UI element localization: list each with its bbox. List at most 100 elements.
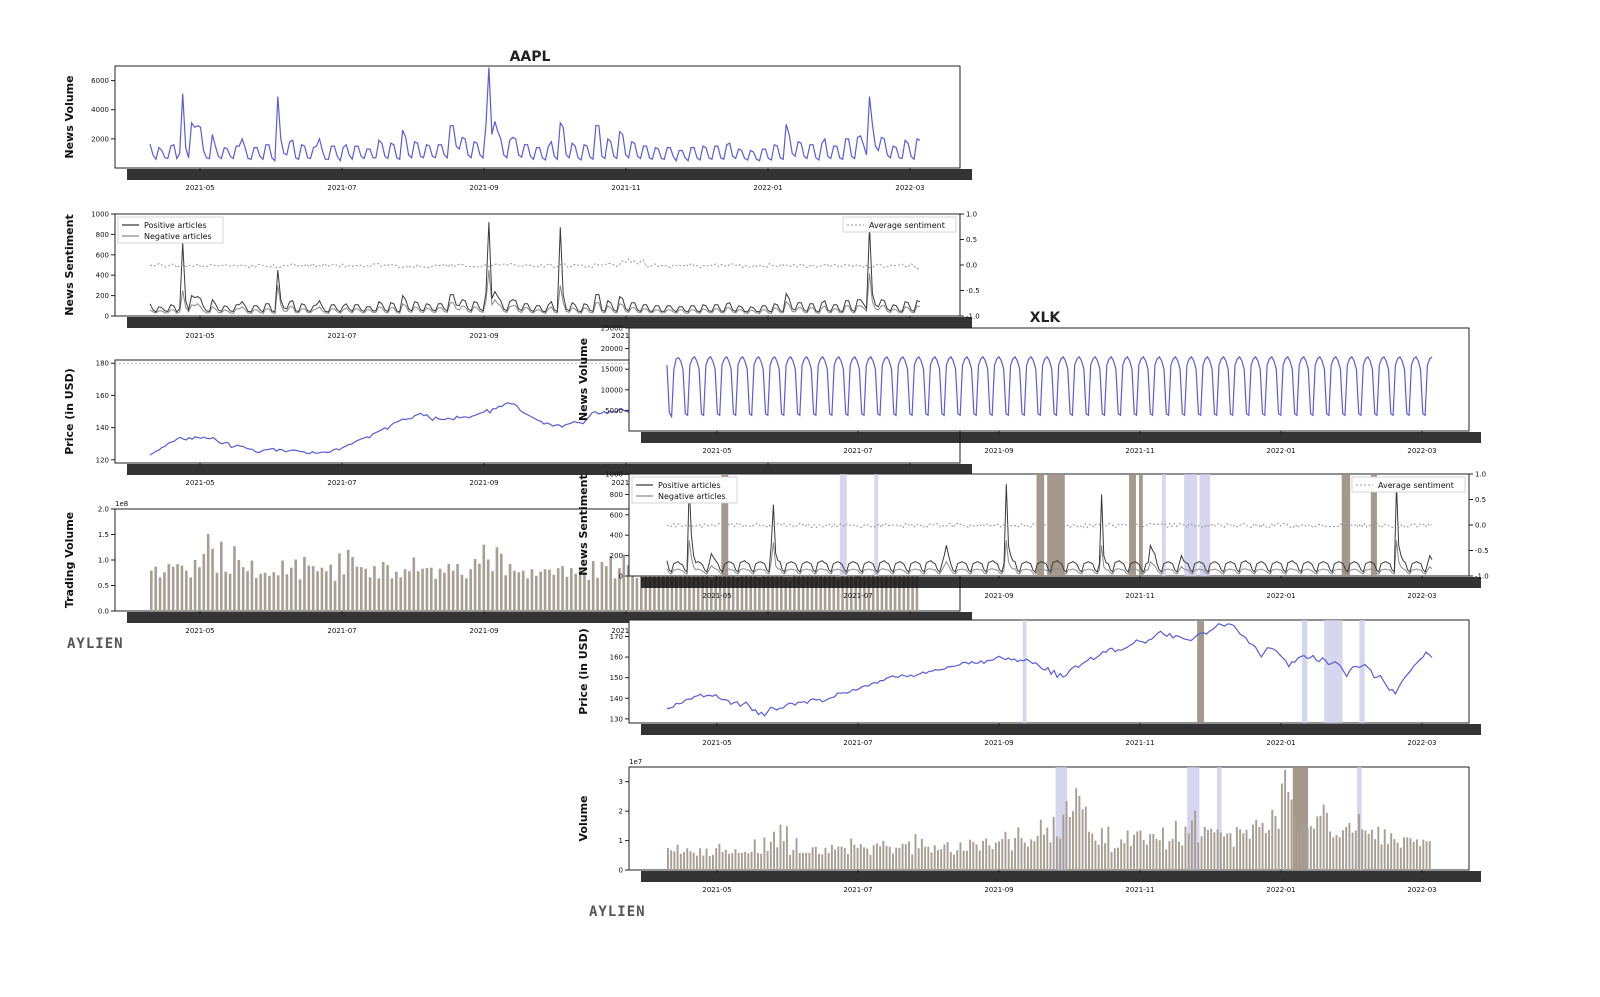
xlk-p4-bar (1001, 839, 1004, 870)
xlk-p4-bar (1107, 826, 1110, 870)
xlk-p4-bar (1065, 801, 1068, 870)
xlk-p3-xtick-label: 2021-11 (1125, 739, 1154, 747)
xlk-p4-bar (1351, 832, 1354, 870)
aapl-p4-bar (180, 565, 184, 611)
xlk-p4-bar (744, 851, 747, 870)
aapl-p3-ylabel: Price (in USD) (63, 368, 76, 455)
aapl-p4-bar (526, 578, 529, 611)
aapl-p4-bar (421, 568, 424, 611)
aapl-p4-bar (762, 573, 766, 611)
aapl-p4-bar (465, 578, 468, 611)
xlk-p4-bar (892, 853, 894, 870)
aapl-p4-shadow (127, 612, 972, 623)
xlk-p4-bar (1210, 828, 1213, 870)
aapl-p4-bar (504, 575, 507, 611)
xlk-p4-bar (1213, 832, 1216, 870)
xlk-p4-bar (885, 845, 888, 870)
xlk-p4-bar (1226, 833, 1229, 870)
xlk-p4-bar (1039, 819, 1042, 870)
xlk-p4-bar (1072, 811, 1074, 870)
xlk-p4-bar (1097, 844, 1100, 870)
xlk-p4-shadow (641, 871, 1481, 882)
aapl-p4-bar (556, 568, 560, 611)
xlk-p4-bar (1268, 829, 1270, 870)
xlk-p4-bar (875, 843, 878, 870)
aapl-p3-xtick-label: 2021-11 (611, 479, 640, 487)
xlk-p4-bar (940, 849, 943, 870)
xlk-p4-bar (782, 841, 785, 870)
xlk-p4-bar (673, 851, 676, 870)
xlk-p4-bar (1004, 831, 1007, 870)
xlk-p4-bar (715, 848, 718, 870)
aapl-p4-bar (189, 577, 192, 611)
aapl-p4-bar (622, 554, 626, 611)
xlk-p4-bar (760, 853, 763, 870)
aapl-p4-bar (281, 560, 284, 611)
aapl-p4-bar (167, 564, 171, 611)
xlk-p4-bar (1383, 829, 1386, 870)
xlk-p4-bar (1309, 826, 1312, 870)
aapl-p1-ytick-label: 6000 (91, 77, 109, 85)
xlk-p2-ytick-label: 800 (610, 491, 623, 499)
xlk-p4-bar (1387, 843, 1389, 870)
xlk-p2-highlight-4 (1036, 474, 1045, 576)
xlk-p4-bar (702, 855, 705, 870)
xlk-p2-xtick-label: 2021-11 (1125, 592, 1154, 600)
aapl-p4-bar (543, 569, 547, 611)
xlk-p4-bar (818, 853, 820, 870)
brand-logo-aapl: AYLIEN (67, 636, 124, 652)
xlk-p4-bar (1049, 842, 1052, 870)
xlk-p4-bar (1027, 846, 1029, 870)
aapl-p2-ytick-label: 200 (96, 292, 109, 300)
aapl-p4-bar (255, 577, 258, 611)
aapl-p4-bar (670, 573, 674, 611)
xlk-p2-legend-right-box (1351, 476, 1466, 493)
xlk-p4-bar (1306, 827, 1309, 870)
aapl-p4-bar (346, 549, 350, 611)
aapl-p4-ytick-label: 1.0 (98, 557, 109, 565)
aapl-p4-bar (206, 533, 210, 611)
xlk-p4-bar (856, 847, 859, 870)
xlk-p4-bar (946, 842, 949, 870)
aapl-p2-negative-line (149, 270, 921, 315)
aapl-p4-bar (285, 574, 289, 611)
xlk-p3-shadow (641, 724, 1481, 735)
aapl-p4-bar (395, 571, 398, 611)
xlk-p4-highlight-2 (1187, 767, 1200, 870)
xlk-p4-bar (1223, 836, 1225, 870)
xlk-p4-bar (1252, 824, 1254, 870)
xlk-p4-bar (1104, 843, 1107, 870)
xlk-p4-bar (908, 841, 910, 870)
aapl-p1-xtick-label: 2021-07 (327, 184, 356, 192)
xlk-p4-bar (1133, 834, 1135, 870)
aapl-p4-ytick-label: 1.5 (98, 531, 109, 539)
xlk-p4-bar (811, 847, 814, 870)
aapl-p4-bar (753, 573, 757, 611)
aapl-p4-bar (828, 571, 831, 611)
aapl-p4-bar (596, 577, 599, 611)
xlk-p4-bar (1322, 804, 1325, 870)
xlk-p4-bar (1113, 848, 1116, 870)
aapl-p4-bar (220, 541, 223, 611)
aapl-p4-bar (587, 579, 591, 611)
xlk-p2-y2tick-label: -1.0 (1475, 573, 1489, 581)
xlk-p4-bar (1110, 852, 1113, 870)
aapl-panel-2: 0 200 400 600 800 1000 News Sentiment -1.0 -0.5 0… (63, 211, 980, 341)
aapl-p4-xtick-label: 2021-05 (185, 627, 214, 635)
xlk-p4-bar (869, 854, 872, 870)
xlk-p4-bar (1052, 817, 1055, 870)
xlk-p4-bar (965, 850, 968, 870)
xlk-p4-bar (1319, 815, 1322, 870)
xlk-p4-bar (1152, 834, 1155, 870)
aapl-p4-bar (552, 574, 556, 611)
xlk-p4-bar (937, 849, 939, 870)
xlk-p3-xtick-label: 2021-09 (984, 739, 1013, 747)
xlk-p1-ytick-label: 20000 (601, 345, 623, 353)
aapl-p4-ytick-label: 0.0 (98, 608, 109, 616)
xlk-p4-bar (1216, 829, 1219, 870)
aapl-p2-shadow (127, 317, 972, 328)
xlk-p1-series-line (666, 355, 1433, 419)
aapl-p4-bar (591, 561, 595, 611)
xlk-p4-bar (1274, 815, 1277, 870)
xlk-p4-bar (1264, 832, 1267, 870)
